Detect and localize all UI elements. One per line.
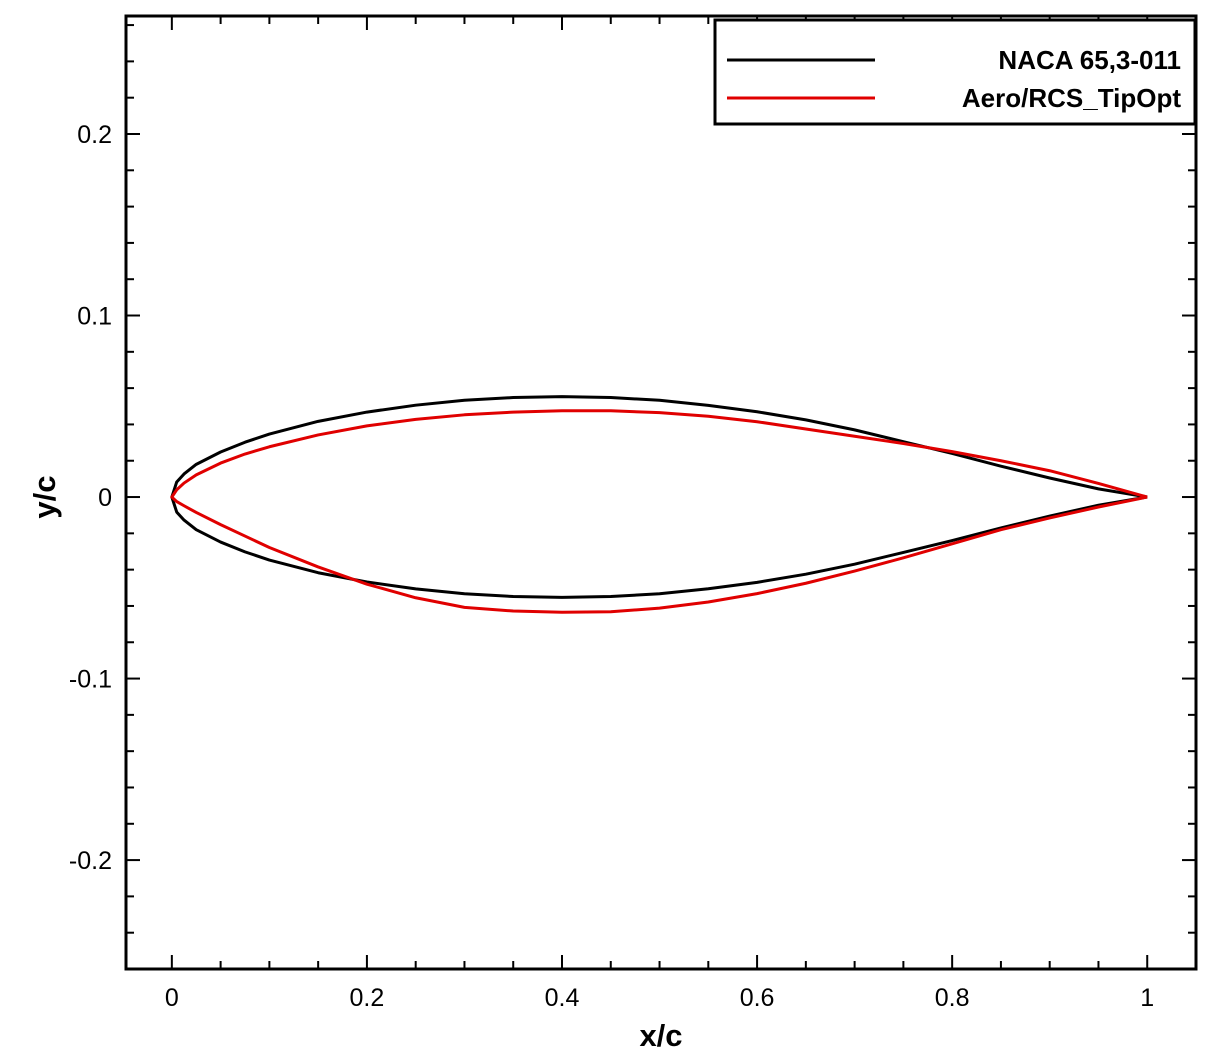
legend-label: Aero/RCS_TipOpt [962,83,1181,113]
legend-label: NACA 65,3-011 [998,45,1181,75]
y-tick-label: -0.1 [69,666,112,694]
y-tick-label: 0 [98,484,112,512]
x-tick-labels: 0 0.2 0.4 0.6 0.8 1 [165,984,1154,1012]
y-tick-label: -0.2 [69,847,112,875]
x-tick-label: 0.2 [350,984,385,1012]
x-tick-label: 1 [1140,984,1154,1012]
series-line-2 [170,409,1148,614]
plot-curves [170,395,1148,614]
x-tick-label: 0.8 [935,984,970,1012]
axis-ticks [126,16,1197,970]
legend: NACA 65,3-011 Aero/RCS_TipOpt [713,18,1197,126]
y-axis-label: y/c [27,475,62,518]
y-tick-labels: 0.2 0.1 0 -0.1 -0.2 [69,121,112,875]
plot-frame [124,14,1198,971]
y-tick-label: 0.1 [77,303,112,331]
y-tick-label: 0.2 [77,121,112,149]
legend-box [713,18,1197,126]
x-tick-label: 0 [165,984,179,1012]
x-axis-label: x/c [639,1018,682,1053]
x-tick-label: 0.6 [740,984,775,1012]
x-tick-label: 0.4 [545,984,580,1012]
